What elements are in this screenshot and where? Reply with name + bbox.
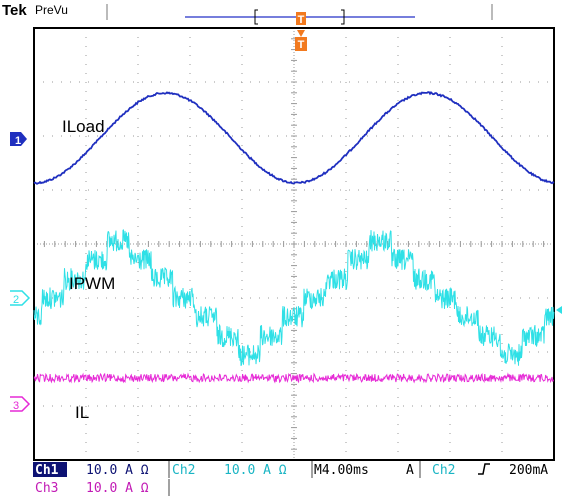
ch3-trace — [33, 372, 554, 384]
trace-label-il: IL — [75, 403, 89, 422]
ch3-scale[interactable]: 10.0 A Ω — [86, 481, 149, 496]
ch3-name: Ch3 — [35, 481, 58, 496]
svg-text:T: T — [298, 14, 305, 26]
view-bracket-left — [254, 9, 258, 25]
waveform-traces — [33, 91, 555, 384]
ch1-ground-marker[interactable]: 1 — [10, 132, 27, 147]
trigger-source[interactable]: Ch2 — [432, 463, 455, 478]
ch2-ground-marker[interactable]: 2 — [10, 290, 31, 306]
svg-text:T: T — [298, 39, 305, 51]
trigger-time-marker-icon[interactable]: T — [295, 30, 307, 51]
svg-text:2: 2 — [13, 294, 19, 306]
ch1-trace — [33, 91, 555, 185]
trace-label-ipwm: IPWM — [69, 274, 115, 293]
header-bar: Tek PreVu T — [2, 2, 493, 26]
svg-text:1: 1 — [15, 135, 21, 147]
svg-text:3: 3 — [13, 400, 19, 412]
timebase-readout[interactable]: M4.00ms — [314, 463, 369, 478]
view-bracket-right — [341, 9, 345, 25]
trigger-level[interactable]: 200mA — [509, 463, 548, 478]
graticule-frame — [33, 27, 555, 461]
ch1-scale[interactable]: 10.0 A Ω — [86, 463, 149, 478]
rising-edge-icon — [478, 463, 490, 475]
trigger-mode: A — [406, 463, 414, 478]
ch3-name-badge[interactable] — [33, 479, 67, 495]
trigger-position-icon[interactable]: T — [296, 12, 306, 26]
ch2-scale[interactable]: 10.0 A Ω — [224, 463, 287, 478]
brand-label: Tek — [2, 2, 27, 19]
status-bar: Ch1 10.0 A Ω Ch2 10.0 A Ω M4.00ms A Ch2 … — [33, 461, 548, 496]
ch3-ground-marker[interactable]: 3 — [10, 396, 31, 412]
mode-label: PreVu — [35, 3, 68, 17]
ch1-name-badge[interactable] — [33, 462, 67, 477]
ch2-trace — [33, 229, 555, 367]
trace-label-iload: ILoad — [62, 117, 105, 136]
ch2-name[interactable]: Ch2 — [172, 463, 195, 478]
ch1-name: Ch1 — [35, 463, 59, 478]
ch2-trigger-level-marker[interactable] — [556, 306, 562, 314]
